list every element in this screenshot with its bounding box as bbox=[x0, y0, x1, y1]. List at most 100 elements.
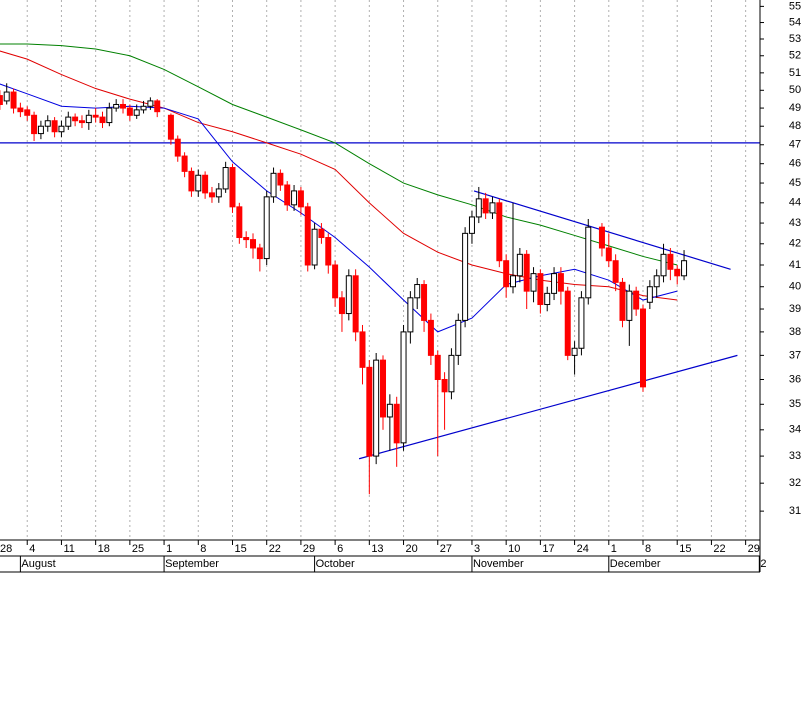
candle-body bbox=[407, 297, 414, 333]
candle-body bbox=[366, 366, 373, 457]
x-tick-label: 22 bbox=[713, 543, 725, 555]
candle-body bbox=[202, 174, 209, 194]
candle-body bbox=[325, 237, 332, 266]
candle-body bbox=[126, 107, 133, 116]
candle-body bbox=[468, 216, 475, 234]
y-tick-label: 52 bbox=[789, 50, 801, 62]
x-tick-label: 10 bbox=[508, 543, 520, 555]
candle-body bbox=[17, 107, 24, 113]
candle-body bbox=[373, 359, 380, 457]
y-tick-label: 35 bbox=[789, 398, 801, 410]
candle-body bbox=[667, 253, 674, 270]
candle-body bbox=[537, 273, 544, 306]
month-label: August bbox=[21, 558, 55, 570]
candle-body bbox=[475, 198, 482, 218]
y-tick-label: 34 bbox=[789, 424, 801, 436]
candle-body bbox=[92, 114, 99, 118]
y-tick-label: 50 bbox=[789, 84, 801, 96]
candle-body bbox=[345, 275, 352, 315]
y-tick-label: 36 bbox=[789, 373, 801, 385]
x-tick-label: 15 bbox=[234, 543, 246, 555]
candle-body bbox=[263, 196, 270, 260]
candle-body bbox=[619, 281, 626, 321]
candle-body bbox=[270, 172, 277, 198]
x-tick-label: 28 bbox=[0, 543, 12, 555]
x-tick-label: 15 bbox=[679, 543, 691, 555]
candle-body bbox=[208, 192, 215, 198]
month-label: September bbox=[165, 558, 219, 570]
candle-body bbox=[24, 109, 31, 116]
candle-body bbox=[482, 198, 489, 214]
candle-body bbox=[304, 206, 311, 266]
candle-body bbox=[571, 347, 578, 356]
y-tick-label: 47 bbox=[789, 139, 801, 151]
month-label: November bbox=[473, 558, 524, 570]
candle-body bbox=[277, 172, 284, 186]
candle-body bbox=[291, 190, 298, 206]
candle-body bbox=[585, 226, 592, 299]
candle-body bbox=[188, 170, 195, 192]
x-tick-label: 29 bbox=[748, 543, 760, 555]
candle-body bbox=[3, 91, 10, 102]
y-tick-label: 54 bbox=[789, 16, 801, 28]
x-tick-label: 6 bbox=[337, 543, 343, 555]
mark-layer bbox=[0, 83, 688, 495]
candle-body bbox=[386, 403, 393, 418]
x-tick-label: 27 bbox=[440, 543, 452, 555]
candle-body bbox=[44, 120, 51, 127]
candle-body bbox=[181, 155, 188, 172]
moving-average bbox=[0, 83, 678, 333]
candle-body bbox=[58, 125, 65, 133]
candle-body bbox=[120, 103, 127, 109]
candle-body bbox=[167, 114, 174, 140]
candle-body bbox=[400, 331, 407, 444]
candle-body bbox=[564, 290, 571, 356]
candle-body bbox=[380, 359, 387, 418]
month-label: October bbox=[316, 558, 355, 570]
candle-body bbox=[598, 226, 605, 249]
x-tick-label: 8 bbox=[200, 543, 206, 555]
candle-body bbox=[612, 260, 619, 283]
candle-body bbox=[284, 184, 291, 206]
y-tick-label: 46 bbox=[789, 158, 801, 170]
candle-body bbox=[605, 247, 612, 262]
x-tick-label: 25 bbox=[132, 543, 144, 555]
y-tick-label: 38 bbox=[789, 326, 801, 338]
candle-body bbox=[640, 308, 647, 388]
candle-body bbox=[78, 120, 85, 124]
candle-body bbox=[0, 95, 3, 105]
candle-body bbox=[646, 286, 653, 303]
axis-layer: 3132333435363738394041424344454647484950… bbox=[0, 0, 801, 573]
y-tick-label: 40 bbox=[789, 281, 801, 293]
candle-body bbox=[516, 253, 523, 277]
candle-body bbox=[51, 120, 58, 133]
y-tick-label: 43 bbox=[789, 217, 801, 229]
candle-body bbox=[256, 247, 263, 260]
y-tick-label: 41 bbox=[789, 259, 801, 271]
candle-body bbox=[65, 116, 72, 127]
candle-body bbox=[154, 100, 161, 113]
candle-body bbox=[99, 116, 106, 124]
candle-body bbox=[551, 273, 558, 294]
candle-body bbox=[530, 273, 537, 292]
y-tick-label: 49 bbox=[789, 102, 801, 114]
x-tick-label: 20 bbox=[406, 543, 418, 555]
candle-body bbox=[660, 253, 667, 277]
y-tick-label: 42 bbox=[789, 238, 801, 250]
candle-body bbox=[215, 188, 222, 198]
x-tick-label: 8 bbox=[645, 543, 651, 555]
candle-body bbox=[626, 290, 633, 321]
candle-body bbox=[222, 167, 229, 190]
candle-body bbox=[455, 319, 462, 356]
candle-body bbox=[427, 319, 434, 356]
candle-body bbox=[674, 268, 681, 277]
candle-body bbox=[338, 297, 345, 315]
x-tick-label: 1 bbox=[611, 543, 617, 555]
y-tick-label: 39 bbox=[789, 303, 801, 315]
candle-body bbox=[250, 239, 257, 249]
candle-body bbox=[72, 116, 79, 122]
x-tick-label: 24 bbox=[577, 543, 589, 555]
candle-body bbox=[653, 275, 660, 288]
candle-body bbox=[311, 228, 318, 266]
